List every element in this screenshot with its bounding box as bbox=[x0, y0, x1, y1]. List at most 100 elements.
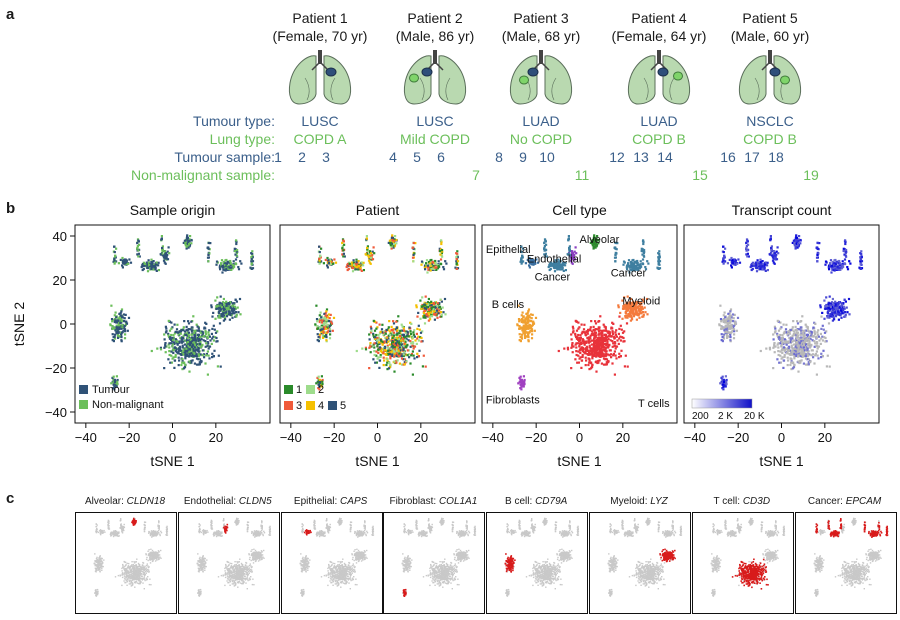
data-point bbox=[798, 338, 801, 342]
data-point bbox=[391, 238, 394, 242]
data-point bbox=[333, 258, 336, 261]
data-point bbox=[191, 340, 194, 343]
data-point bbox=[397, 341, 400, 344]
data-point bbox=[223, 316, 226, 319]
data-point bbox=[579, 356, 582, 359]
data-point bbox=[167, 343, 170, 346]
data-point bbox=[640, 309, 643, 312]
data-point bbox=[793, 333, 796, 336]
data-point bbox=[444, 313, 447, 316]
data-point bbox=[629, 315, 632, 318]
data-point bbox=[427, 319, 430, 322]
data-point bbox=[373, 350, 376, 353]
data-point bbox=[644, 268, 648, 271]
data-point bbox=[611, 340, 614, 343]
data-point bbox=[192, 338, 196, 341]
data-point bbox=[122, 313, 126, 316]
data-point bbox=[325, 334, 328, 337]
data-point bbox=[627, 263, 630, 266]
data-point bbox=[361, 347, 364, 350]
data-point bbox=[849, 262, 852, 265]
data-point bbox=[429, 259, 432, 262]
data-point bbox=[200, 360, 203, 363]
data-point bbox=[123, 326, 126, 329]
data-point bbox=[799, 242, 802, 245]
data-point bbox=[425, 306, 428, 309]
data-point bbox=[381, 343, 384, 346]
data-point bbox=[191, 348, 194, 351]
data-point bbox=[384, 337, 387, 340]
data-point bbox=[803, 351, 806, 354]
data-point bbox=[113, 333, 116, 336]
data-point bbox=[530, 324, 533, 327]
data-point bbox=[423, 314, 426, 317]
data-point bbox=[788, 332, 791, 335]
data-point bbox=[830, 264, 833, 267]
data-point bbox=[823, 336, 826, 339]
data-point bbox=[829, 308, 832, 311]
data-point bbox=[137, 249, 140, 252]
data-point bbox=[609, 353, 613, 356]
tumour-site-marker bbox=[527, 67, 539, 77]
data-point bbox=[146, 270, 150, 273]
data-point bbox=[779, 350, 782, 353]
data-point bbox=[729, 327, 732, 330]
data-point bbox=[320, 324, 323, 327]
data-point bbox=[187, 342, 190, 345]
data-point bbox=[732, 337, 736, 340]
data-point bbox=[834, 300, 837, 303]
data-point bbox=[201, 334, 204, 337]
nonmalignant-site-marker bbox=[409, 73, 419, 83]
data-point bbox=[189, 235, 192, 238]
data-point bbox=[365, 238, 368, 241]
data-point bbox=[604, 339, 607, 342]
data-point bbox=[788, 337, 791, 340]
data-point bbox=[376, 345, 379, 348]
data-point bbox=[794, 325, 797, 328]
data-point bbox=[727, 335, 730, 338]
tumour-sample-number: 6 bbox=[437, 149, 445, 165]
data-point bbox=[634, 308, 637, 311]
data-point bbox=[399, 329, 402, 332]
data-point bbox=[396, 353, 399, 356]
data-point bbox=[202, 335, 205, 338]
data-point bbox=[218, 308, 221, 311]
data-point bbox=[206, 373, 209, 376]
data-point bbox=[396, 348, 399, 351]
data-point bbox=[208, 252, 211, 255]
data-point bbox=[528, 264, 531, 267]
data-point bbox=[631, 311, 634, 314]
data-point bbox=[395, 359, 398, 363]
x-tick-label: −40 bbox=[280, 430, 302, 445]
data-point bbox=[814, 332, 817, 336]
data-point bbox=[522, 324, 525, 327]
data-point bbox=[194, 351, 197, 354]
data-point bbox=[321, 335, 325, 338]
data-point bbox=[586, 330, 589, 333]
data-point bbox=[795, 235, 798, 238]
data-point bbox=[545, 255, 548, 258]
data-point bbox=[372, 358, 375, 361]
data-point bbox=[571, 250, 574, 253]
data-point bbox=[165, 327, 168, 330]
data-point bbox=[327, 261, 330, 264]
data-point bbox=[796, 246, 799, 249]
data-point bbox=[619, 335, 622, 338]
data-point bbox=[574, 246, 577, 249]
data-point bbox=[815, 336, 818, 339]
data-point bbox=[724, 316, 727, 319]
data-point bbox=[527, 336, 530, 339]
data-point bbox=[325, 339, 328, 342]
data-point bbox=[182, 349, 185, 352]
data-point bbox=[444, 260, 447, 263]
data-point bbox=[326, 316, 330, 319]
tumour-type-value: LUAD bbox=[640, 113, 678, 129]
data-point bbox=[396, 342, 399, 345]
data-point bbox=[569, 259, 573, 262]
data-point bbox=[806, 348, 809, 351]
data-point bbox=[392, 333, 395, 336]
data-point bbox=[575, 342, 578, 345]
data-point bbox=[727, 312, 730, 315]
data-point bbox=[583, 340, 587, 343]
data-point bbox=[442, 311, 445, 314]
